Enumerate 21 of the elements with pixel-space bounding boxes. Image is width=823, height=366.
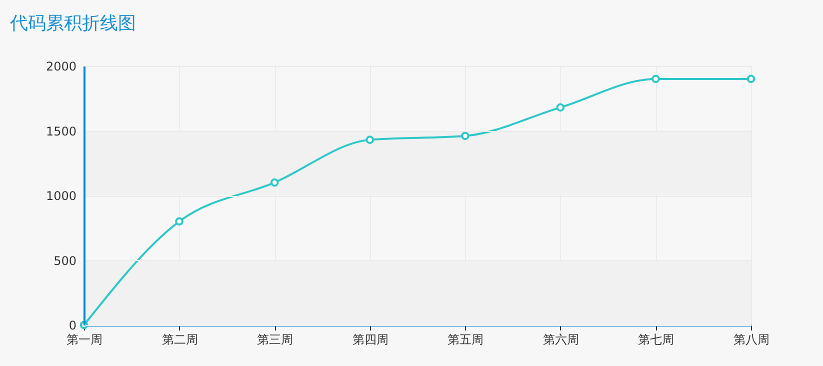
chart-title: 代码累积折线图 [10, 12, 136, 35]
point [652, 74, 660, 84]
point [556, 103, 565, 112]
x-tick-label: 第一周 [66, 332, 102, 346]
point [270, 178, 279, 187]
x-tick-label: 第二周 [162, 332, 198, 346]
y-tick-label: 0 [68, 318, 76, 332]
x-tick-label: 第六周 [542, 332, 579, 346]
point [366, 136, 374, 144]
x-tick-label: 第四周 [352, 332, 388, 346]
y-tick-label: 2000 [46, 60, 76, 74]
x-tick-label: 第八周 [734, 332, 770, 346]
x-tick-label: 第三周 [257, 332, 294, 346]
x-tick-label: 第七周 [638, 332, 674, 346]
point [746, 74, 756, 84]
point [175, 217, 184, 226]
y-tick-label: 1500 [46, 124, 76, 138]
y-tick-label: 500 [54, 254, 76, 268]
x-tick-label: 第五周 [448, 332, 484, 346]
y-tick-label: 1000 [46, 189, 76, 203]
point [460, 132, 470, 140]
